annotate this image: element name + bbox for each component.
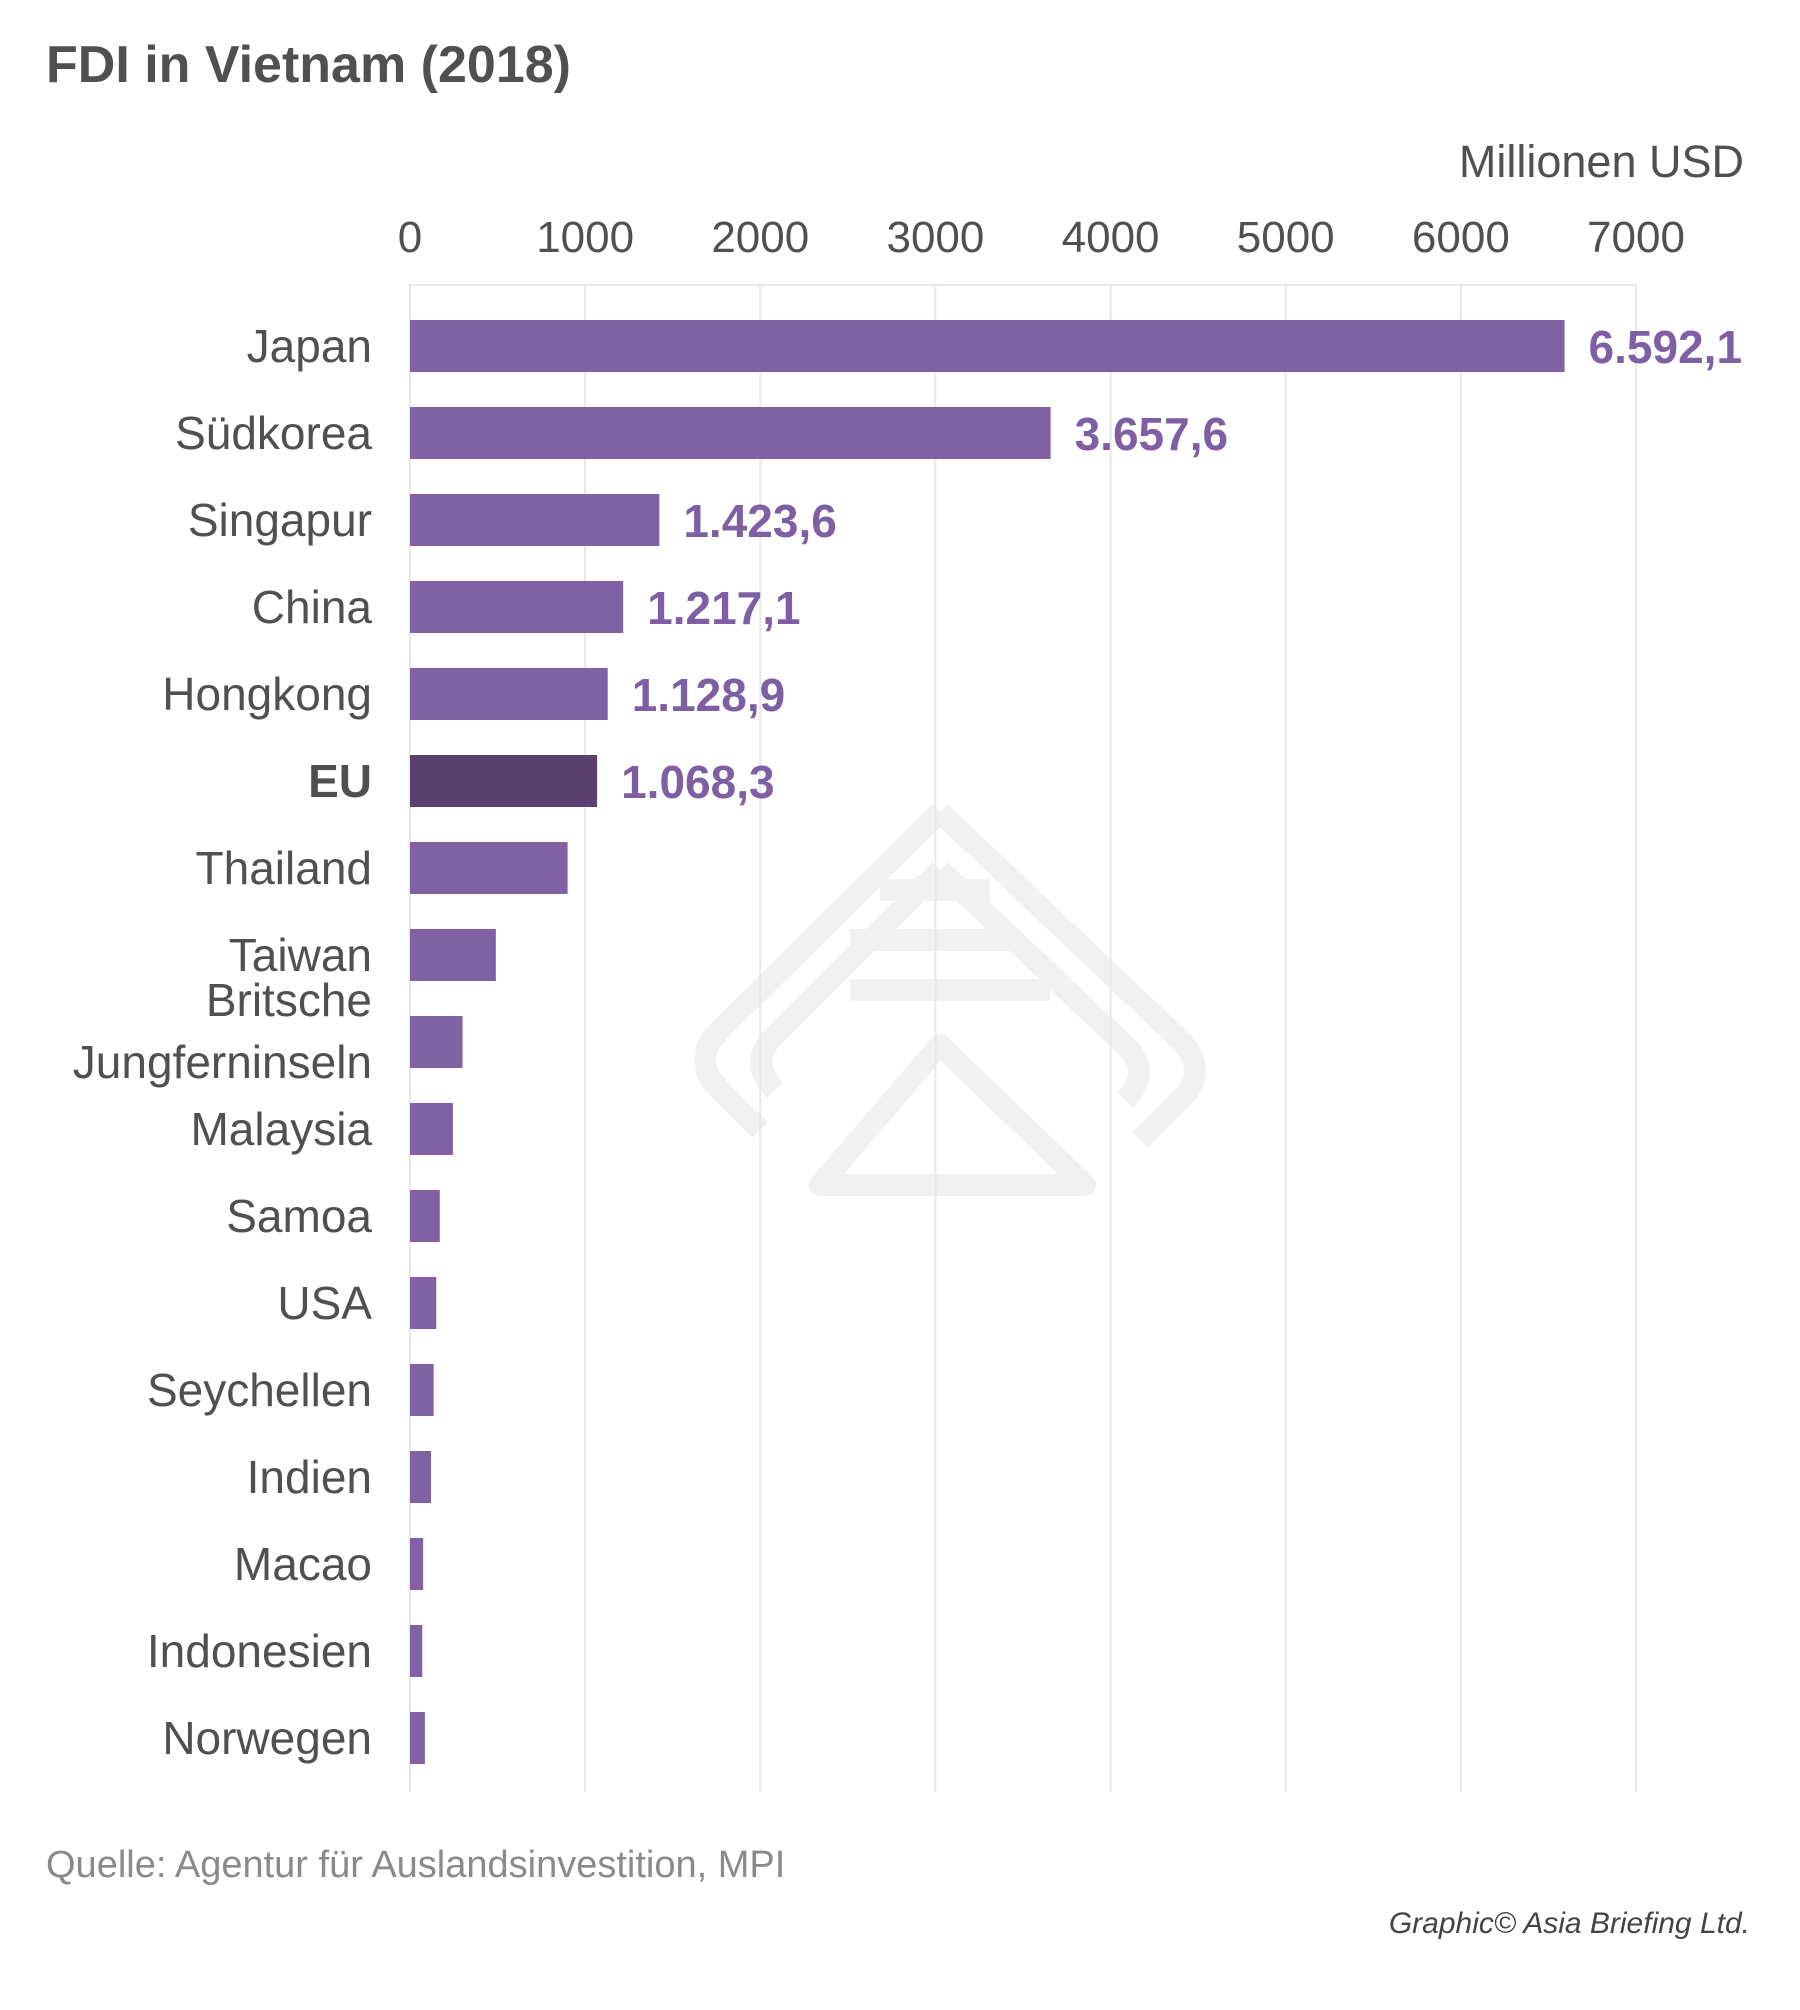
category-label: Norwegen (162, 1712, 372, 1764)
category-label: Singapur (188, 494, 372, 546)
bar (410, 407, 1051, 459)
category-label: China (252, 581, 373, 633)
value-labels: 6.592,1 3.657,6 1.423,6 1.217,1 1.128,9 1.068… (621, 321, 1742, 808)
bar (410, 842, 568, 894)
bar (410, 1364, 434, 1416)
value-label: 1.423,6 (683, 495, 836, 547)
x-tick-label: 1000 (536, 213, 634, 262)
bar (410, 1016, 463, 1068)
category-label: Seychellen (147, 1364, 372, 1416)
category-label: EU (308, 755, 372, 807)
bar (410, 320, 1565, 372)
bar (410, 929, 496, 981)
value-label: 3.657,6 (1075, 408, 1228, 460)
watermark-logo (694, 804, 1206, 1196)
category-label: Samoa (226, 1190, 372, 1242)
bar (410, 1190, 440, 1242)
bar (410, 1451, 432, 1503)
x-tick-label: 4000 (1062, 213, 1160, 262)
bar (410, 668, 608, 720)
bar (410, 1103, 453, 1155)
bar (410, 1538, 424, 1590)
category-label: Hongkong (162, 668, 372, 720)
unit-label: Millionen USD (1459, 136, 1744, 187)
bar (410, 1625, 423, 1677)
value-label: 1.128,9 (632, 669, 785, 721)
x-tick-label: 2000 (711, 213, 809, 262)
value-label: 6.592,1 (1589, 321, 1742, 373)
category-label: Indonesien (147, 1625, 372, 1677)
category-label: Britsche Jungferninseln (73, 974, 372, 1088)
source-note: Quelle: Agentur für Auslandsinvestition,… (46, 1844, 785, 1886)
category-label: Thailand (196, 842, 372, 894)
x-tick-label: 5000 (1237, 213, 1335, 262)
category-label: Indien (247, 1451, 372, 1503)
x-tick-label: 0 (398, 213, 422, 262)
bar (410, 755, 598, 807)
value-label: 1.217,1 (647, 582, 800, 634)
bar (410, 1277, 437, 1329)
x-tick-label: 3000 (886, 213, 984, 262)
category-label: Japan (247, 320, 372, 372)
x-tick-label: 6000 (1412, 213, 1510, 262)
value-label: 1.068,3 (621, 756, 774, 808)
x-axis-tick-labels: 0 1000 2000 3000 4000 5000 6000 7000 (398, 213, 1685, 262)
category-labels: Japan Südkorea Singapur China Hongkong EU Thai… (73, 320, 373, 1764)
credit-note: Graphic© Asia Briefing Ltd. (1389, 1907, 1750, 1940)
bar (410, 581, 624, 633)
chart-title: FDI in Vietnam (2018) (46, 36, 571, 94)
category-label: Malaysia (190, 1103, 372, 1155)
category-label: Taiwan (229, 929, 372, 981)
category-label: Macao (234, 1538, 372, 1590)
bars (410, 320, 1565, 1764)
bar (410, 494, 660, 546)
bar (410, 1712, 425, 1764)
category-label: Südkorea (175, 407, 372, 459)
category-label: USA (277, 1277, 372, 1329)
x-tick-label: 7000 (1587, 213, 1685, 262)
